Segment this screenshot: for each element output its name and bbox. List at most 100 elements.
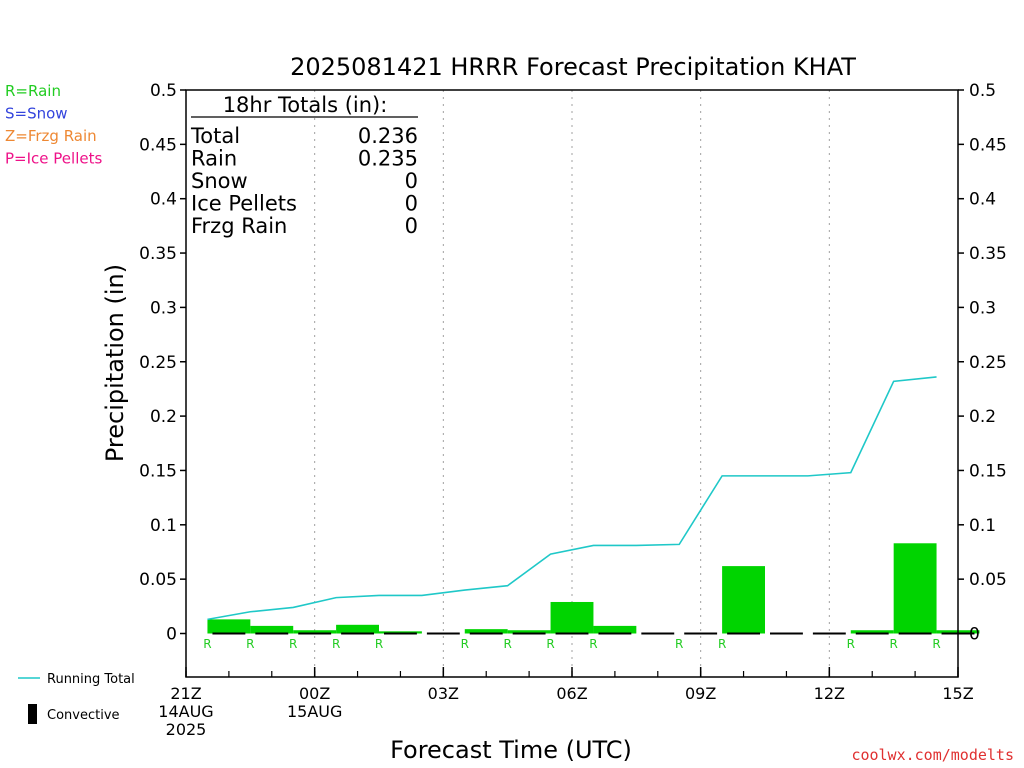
ptype-legend: R=Rain S=Snow Z=Frzg Rain P=Ice Pellets xyxy=(5,82,102,168)
rain-bar xyxy=(336,624,379,634)
totals-row-value: 0 xyxy=(405,214,418,238)
y-tick-label-right: 0.15 xyxy=(969,461,1007,481)
running-total-layer xyxy=(207,376,937,621)
y-tick-label-right: 0.5 xyxy=(969,81,996,101)
y-tick-label-right: 0.1 xyxy=(969,516,996,536)
convective-bar xyxy=(469,632,503,635)
ptype-label: R xyxy=(461,637,469,651)
rain-bar xyxy=(379,631,422,634)
y-tick-label-right: 0.05 xyxy=(969,570,1007,590)
x-tick-label: 2025 xyxy=(166,720,207,739)
x-axis-label: Forecast Time (UTC) xyxy=(390,736,632,764)
totals-row-label: Ice Pellets xyxy=(191,192,297,216)
y-tick-label: 0.3 xyxy=(150,298,177,318)
ptype-label: R xyxy=(246,637,254,651)
x-tick-label: 00Z xyxy=(299,684,330,703)
y-tick-label: 0.5 xyxy=(150,81,177,101)
ptype-label: R xyxy=(332,637,340,651)
convective-bar xyxy=(770,632,803,635)
totals-row-label: Snow xyxy=(191,169,248,193)
ptype-legend-item: P=Ice Pellets xyxy=(5,150,102,168)
ptype-label: R xyxy=(375,637,383,651)
rain-bar xyxy=(464,629,508,634)
ptype-label: R xyxy=(503,637,511,651)
convective-bar xyxy=(512,632,546,635)
ptype-label: R xyxy=(546,637,554,651)
totals-row-value: 0 xyxy=(405,192,418,216)
x-tick-label: 21Z xyxy=(170,684,201,703)
rain-bar xyxy=(850,630,894,634)
series-legend: Running Total Convective xyxy=(18,672,135,724)
bar-layer xyxy=(207,543,980,634)
ptype-legend-item: S=Snow xyxy=(5,105,68,123)
convective-bar xyxy=(255,632,289,635)
ptype-label: R xyxy=(203,637,211,651)
convective-bar xyxy=(727,632,760,635)
totals-heading: 18hr Totals (in): xyxy=(223,93,388,117)
convective-bar xyxy=(555,632,589,635)
ptype-legend-item: R=Rain xyxy=(5,82,61,100)
legend-swatch-bar xyxy=(28,704,37,724)
y-tick-label: 0.05 xyxy=(139,570,177,590)
x-tick-label: 09Z xyxy=(685,684,716,703)
rain-bar xyxy=(250,625,294,634)
totals-row-label: Total xyxy=(190,124,240,148)
y-tick-label-right: 0.3 xyxy=(969,298,996,318)
ptype-label: R xyxy=(889,637,897,651)
y-axis-left: 0 0.05 0.1 0.15 0.2 0.25 0.3 0.35 0.4 0.45 0.5 xyxy=(139,81,186,645)
ptype-label: R xyxy=(932,637,940,651)
convective-bar xyxy=(298,632,332,635)
totals-row-label: Frzg Rain xyxy=(191,214,287,238)
convective-bar xyxy=(341,632,374,635)
x-tick-label: 15AUG xyxy=(287,702,342,721)
y-tick-label-right: 0.4 xyxy=(969,190,996,210)
convective-layer xyxy=(212,632,975,635)
totals-row-value: 0.235 xyxy=(358,147,418,171)
chart-title: 2025081421 HRRR Forecast Precipitation K… xyxy=(290,53,856,81)
y-tick-label: 0 xyxy=(166,625,177,645)
rain-bar xyxy=(593,625,637,634)
rain-bar xyxy=(507,630,551,634)
legend-label: Convective xyxy=(47,708,120,723)
x-tick-label: 03Z xyxy=(428,684,459,703)
x-tick-label: 14AUG xyxy=(158,702,213,721)
convective-bar xyxy=(598,632,632,635)
rain-bar xyxy=(893,543,937,634)
convective-bar xyxy=(898,632,932,635)
y-tick-label: 0.45 xyxy=(139,135,177,155)
ptype-label: R xyxy=(847,637,855,651)
x-tick-label: 12Z xyxy=(814,684,845,703)
x-tick-label: 06Z xyxy=(556,684,587,703)
ptype-label: R xyxy=(675,637,683,651)
convective-bar xyxy=(684,632,718,635)
totals-row-label: Rain xyxy=(191,147,237,171)
totals-row-value: 0 xyxy=(405,169,418,193)
convective-bar xyxy=(641,632,675,635)
y-tick-label: 0.25 xyxy=(139,353,177,373)
convective-bar xyxy=(426,632,460,635)
convective-bar xyxy=(812,632,846,635)
rain-bar xyxy=(207,619,251,634)
convective-bar xyxy=(212,632,246,635)
convective-bar xyxy=(384,632,417,635)
convective-bar xyxy=(855,632,889,635)
rain-bar xyxy=(550,601,594,634)
legend-label: Running Total xyxy=(47,672,135,687)
y-tick-label-right: 0.2 xyxy=(969,407,996,427)
running-total-line xyxy=(207,376,937,621)
totals-box: 18hr Totals (in): Total 0.236 Rain 0.235 Snow… xyxy=(190,93,418,238)
ptype-label: R xyxy=(589,637,597,651)
ptype-legend-item: Z=Frzg Rain xyxy=(5,127,97,145)
y-tick-label: 0.4 xyxy=(150,190,177,210)
y-tick-label-right: 0 xyxy=(969,625,980,645)
y-axis-label: Precipitation (in) xyxy=(101,264,129,462)
y-tick-label-right: 0.45 xyxy=(969,135,1007,155)
totals-row-value: 0.236 xyxy=(358,124,418,148)
x-tick-label: 15Z xyxy=(942,684,973,703)
y-tick-label: 0.2 xyxy=(150,407,177,427)
ptype-label: R xyxy=(289,637,297,651)
y-tick-label-right: 0.35 xyxy=(969,244,1007,264)
